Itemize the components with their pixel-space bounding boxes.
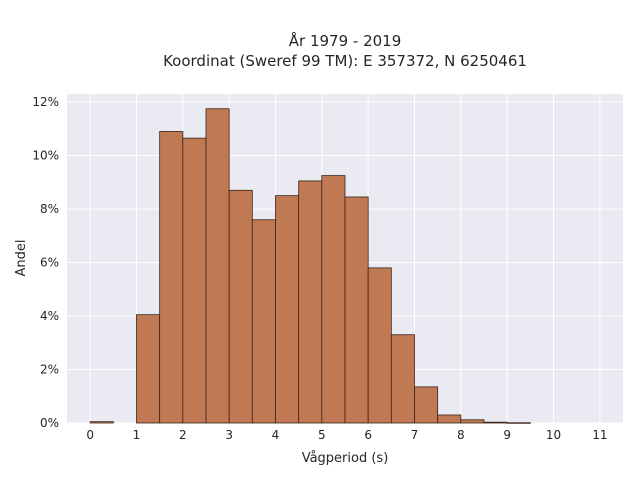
histogram-bar	[437, 414, 462, 424]
y-axis-label: Andel	[14, 240, 29, 277]
histogram-bar	[414, 386, 439, 424]
x-axis-label: Vågperiod (s)	[302, 451, 389, 466]
y-tick-label: 12%	[32, 95, 59, 109]
histogram-bar	[275, 195, 300, 424]
y-axis-ticks: 0% 2% 4% 6% 8% 10% 12%	[32, 95, 59, 430]
histogram-bar	[460, 419, 485, 424]
x-tick-label: 1	[133, 428, 141, 442]
histogram-bar	[298, 180, 323, 424]
histogram-bar	[228, 189, 253, 424]
histogram-bar	[344, 196, 369, 424]
chart-title-line-2: Koordinat (Sweref 99 TM): E 357372, N 62…	[163, 52, 527, 70]
y-tick-label: 4%	[40, 309, 59, 323]
histogram-bar	[321, 175, 346, 424]
x-tick-label: 2	[179, 428, 187, 442]
histogram-bar	[182, 137, 207, 424]
x-tick-label: 7	[411, 428, 419, 442]
histogram-bar	[89, 421, 114, 424]
histogram-bar	[251, 219, 276, 424]
histogram-bar	[159, 131, 184, 424]
x-tick-label: 4	[272, 428, 280, 442]
y-tick-label: 0%	[40, 416, 59, 430]
x-axis-ticks: 0 1 2 3 4 5 6 7 8 9 10 11	[86, 428, 607, 442]
histogram-bar	[136, 314, 161, 424]
histogram-bar	[205, 108, 230, 424]
histogram-bar	[390, 334, 415, 424]
x-tick-label: 3	[225, 428, 233, 442]
chart-title-line-1: År 1979 - 2019	[289, 31, 402, 50]
y-tick-label: 6%	[40, 256, 59, 270]
x-tick-label: 6	[364, 428, 372, 442]
x-tick-label: 11	[592, 428, 607, 442]
y-tick-label: 2%	[40, 363, 59, 377]
x-tick-label: 10	[546, 428, 561, 442]
x-tick-label: 5	[318, 428, 326, 442]
x-tick-label: 8	[457, 428, 465, 442]
y-tick-label: 8%	[40, 202, 59, 216]
x-tick-label: 9	[503, 428, 511, 442]
histogram-bar	[506, 422, 531, 424]
bars	[89, 108, 531, 424]
histogram-bar	[483, 421, 508, 424]
x-tick-label: 0	[86, 428, 94, 442]
histogram-bar	[367, 267, 392, 424]
y-tick-label: 10%	[32, 149, 59, 163]
